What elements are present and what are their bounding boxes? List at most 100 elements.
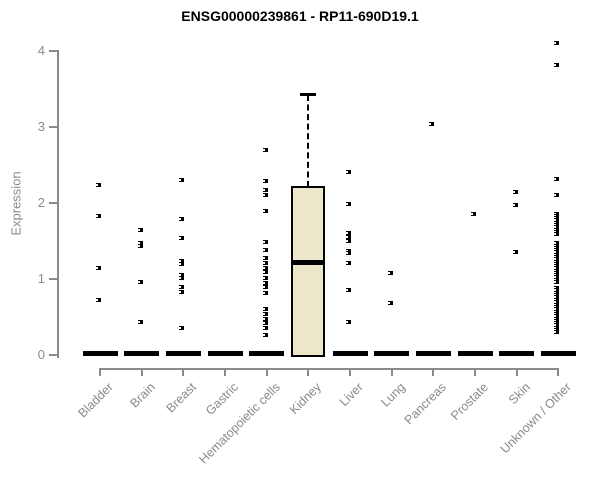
x-axis-tick bbox=[99, 368, 101, 376]
zero-expression-bar bbox=[249, 351, 285, 356]
data-point bbox=[554, 227, 560, 232]
data-point bbox=[262, 280, 268, 285]
data-point bbox=[387, 270, 393, 275]
data-point bbox=[554, 254, 560, 259]
data-point bbox=[554, 268, 560, 273]
data-point bbox=[262, 326, 268, 331]
x-axis-tick bbox=[432, 368, 435, 376]
data-point bbox=[346, 261, 352, 266]
zero-expression-bar bbox=[165, 351, 201, 356]
zero-expression-bar bbox=[82, 351, 118, 356]
data-point bbox=[554, 307, 560, 312]
data-point bbox=[554, 273, 560, 278]
x-axis-tick bbox=[182, 368, 185, 376]
zero-expression-bar bbox=[374, 351, 410, 356]
data-point bbox=[554, 220, 560, 225]
data-point bbox=[554, 266, 560, 271]
data-point bbox=[554, 250, 560, 255]
data-point bbox=[554, 192, 560, 197]
data-point bbox=[554, 248, 560, 253]
y-axis-line bbox=[57, 50, 59, 358]
data-point bbox=[554, 316, 560, 321]
data-point bbox=[262, 192, 268, 197]
x-axis-tick bbox=[474, 368, 477, 376]
x-axis-tick bbox=[307, 368, 310, 376]
zero-expression-bar bbox=[457, 351, 493, 356]
data-point bbox=[554, 176, 560, 181]
data-point bbox=[179, 235, 185, 240]
data-point bbox=[471, 212, 477, 217]
boxplot-upper-whisker bbox=[307, 95, 310, 188]
x-axis-tick bbox=[390, 368, 393, 376]
data-point bbox=[262, 316, 268, 321]
data-point bbox=[346, 235, 352, 240]
data-point bbox=[554, 286, 560, 291]
data-point bbox=[179, 178, 185, 183]
data-point bbox=[262, 311, 268, 316]
zero-expression-bar bbox=[207, 351, 243, 356]
data-point bbox=[346, 201, 352, 206]
chart-title: ENSG00000239861 - RP11-690D19.1 bbox=[181, 8, 419, 24]
data-point bbox=[554, 309, 560, 314]
boxplot-whisker-cap bbox=[300, 93, 317, 97]
data-point bbox=[512, 249, 518, 254]
data-point bbox=[554, 270, 560, 275]
x-axis-tick bbox=[265, 368, 268, 376]
data-point bbox=[512, 202, 518, 207]
data-point bbox=[179, 261, 185, 266]
y-axis-tick-label: 1 bbox=[37, 271, 45, 286]
data-point bbox=[96, 182, 101, 187]
x-axis-tick bbox=[557, 368, 560, 376]
data-point bbox=[137, 244, 143, 249]
data-point bbox=[346, 251, 352, 256]
data-point bbox=[554, 241, 560, 246]
data-point bbox=[96, 298, 101, 303]
boxplot-box bbox=[291, 186, 326, 357]
data-point bbox=[262, 261, 268, 266]
data-point bbox=[512, 190, 518, 195]
data-point bbox=[554, 280, 560, 285]
data-point bbox=[554, 325, 560, 330]
data-point bbox=[262, 333, 268, 338]
data-point bbox=[179, 285, 185, 290]
data-point bbox=[554, 232, 560, 237]
data-point bbox=[554, 323, 560, 328]
data-point bbox=[179, 273, 185, 278]
data-point bbox=[96, 266, 101, 271]
data-point bbox=[262, 248, 268, 253]
data-point bbox=[554, 297, 560, 302]
x-axis-tick bbox=[224, 368, 227, 376]
y-axis-tick-label: 0 bbox=[37, 347, 45, 362]
data-point bbox=[262, 290, 268, 295]
data-point bbox=[262, 256, 268, 261]
boxplot-median-line bbox=[293, 259, 324, 265]
data-point bbox=[554, 295, 560, 300]
y-axis-tick bbox=[49, 50, 57, 52]
data-point bbox=[554, 63, 560, 68]
data-point bbox=[554, 261, 560, 266]
y-axis-tick bbox=[49, 278, 57, 280]
data-point bbox=[137, 280, 143, 285]
data-point bbox=[554, 327, 560, 332]
data-point bbox=[346, 319, 352, 324]
y-axis-tick bbox=[49, 354, 57, 356]
y-axis-tick-label: 2 bbox=[37, 195, 45, 210]
data-point bbox=[387, 300, 393, 305]
data-point bbox=[262, 276, 268, 281]
data-point bbox=[554, 243, 560, 248]
y-axis-tick bbox=[49, 126, 57, 128]
zero-expression-bar bbox=[415, 351, 451, 356]
data-point bbox=[262, 265, 268, 270]
data-point bbox=[554, 311, 560, 316]
data-point bbox=[262, 147, 268, 152]
data-point bbox=[554, 290, 560, 295]
data-point bbox=[554, 264, 560, 269]
data-point bbox=[96, 213, 101, 218]
zero-expression-bar bbox=[124, 351, 160, 356]
data-point bbox=[346, 231, 352, 236]
data-point bbox=[262, 270, 268, 275]
data-point bbox=[554, 223, 560, 228]
data-point bbox=[554, 218, 560, 223]
zero-expression-bar bbox=[332, 351, 368, 356]
data-point bbox=[554, 321, 560, 326]
